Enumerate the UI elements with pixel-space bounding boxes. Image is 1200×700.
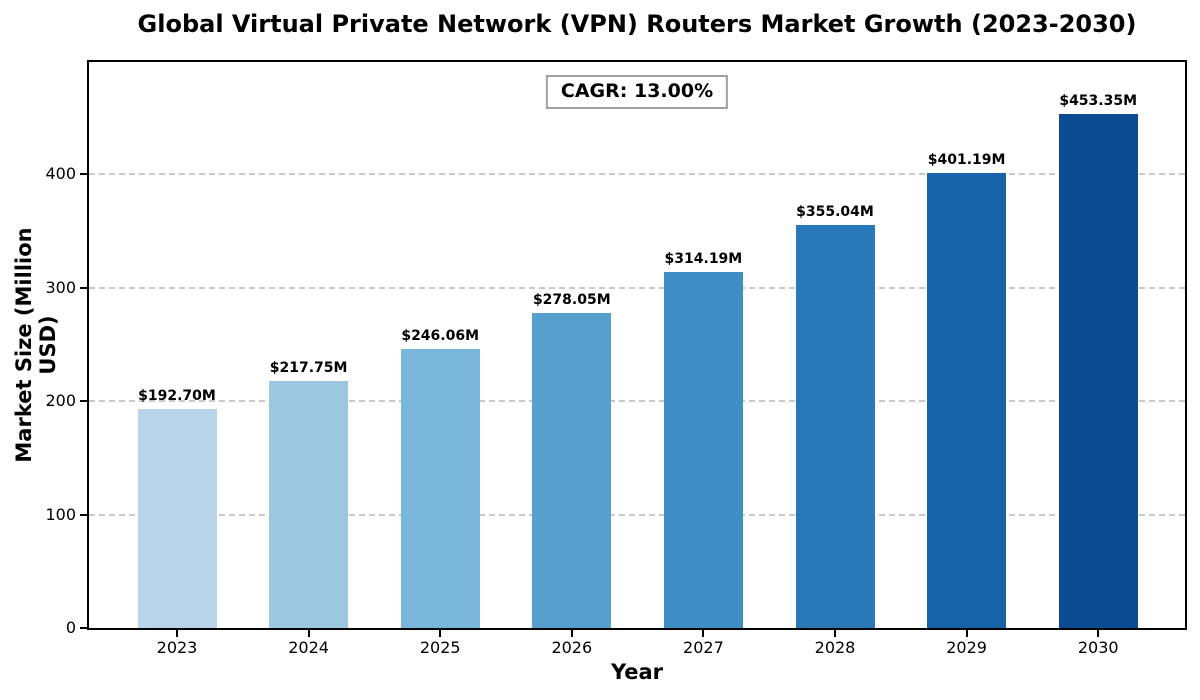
x-tick-mark (965, 628, 968, 637)
bar-value-label: $217.75M (269, 360, 348, 377)
bar-value-label: $355.04M (796, 204, 874, 221)
y-tick-mark (80, 513, 89, 516)
x-tick-label: 2029 (946, 638, 987, 657)
bar (137, 409, 217, 628)
y-tick-mark (80, 627, 89, 629)
bar (927, 172, 1007, 628)
x-tick-mark (1097, 628, 1100, 637)
bar (269, 381, 349, 628)
x-tick-mark (307, 628, 310, 637)
bar-value-label: $246.06M (401, 327, 480, 344)
x-tick-label: 2028 (814, 638, 856, 657)
bar-value-label: $401.19M (927, 151, 1006, 168)
x-tick-mark (176, 628, 178, 637)
x-tick-mark (834, 628, 836, 637)
x-tick-label: 2023 (156, 638, 198, 657)
gridline (89, 400, 1185, 403)
bar (1058, 113, 1138, 628)
y-tick-label: 200 (45, 391, 76, 411)
x-tick-label: 2026 (551, 638, 593, 657)
y-tick-mark (80, 400, 89, 403)
gridline (89, 513, 1185, 516)
x-tick-label: 2024 (288, 638, 329, 657)
y-tick-label: 0 (65, 618, 76, 637)
bar-value-label: $314.19M (664, 250, 743, 267)
x-axis-label: Year (610, 660, 664, 684)
x-tick-label: 2025 (419, 638, 461, 657)
plot-area: CAGR: 13.00% 0 100 200 300 400 $192.70M 2023 $2… (45, 60, 1187, 657)
gridline (89, 286, 1185, 289)
x-tick-label: 2030 (1077, 638, 1119, 657)
x-tick-label: 2027 (683, 638, 724, 657)
bar (795, 225, 875, 628)
bar (400, 348, 480, 628)
cagr-annotation: CAGR: 13.00% (545, 75, 729, 109)
gridline (89, 173, 1185, 176)
bar (663, 271, 743, 628)
bar-value-label: $278.05M (532, 291, 611, 308)
y-tick-label: 400 (45, 164, 76, 184)
bar-value-label: $192.70M (138, 388, 216, 405)
bar-value-label: $453.35M (1059, 92, 1138, 109)
bar (532, 312, 612, 628)
y-tick-mark (80, 286, 89, 289)
chart-title: Global Virtual Private Network (VPN) Rou… (137, 10, 1137, 38)
y-tick-label: 300 (45, 277, 76, 297)
x-tick-mark (570, 628, 573, 637)
y-tick-mark (80, 173, 89, 176)
x-tick-mark (702, 628, 705, 637)
x-tick-mark (439, 628, 442, 637)
y-tick-label: 100 (45, 504, 76, 524)
y-axis-label: Market Size (Million USD) (12, 227, 60, 463)
